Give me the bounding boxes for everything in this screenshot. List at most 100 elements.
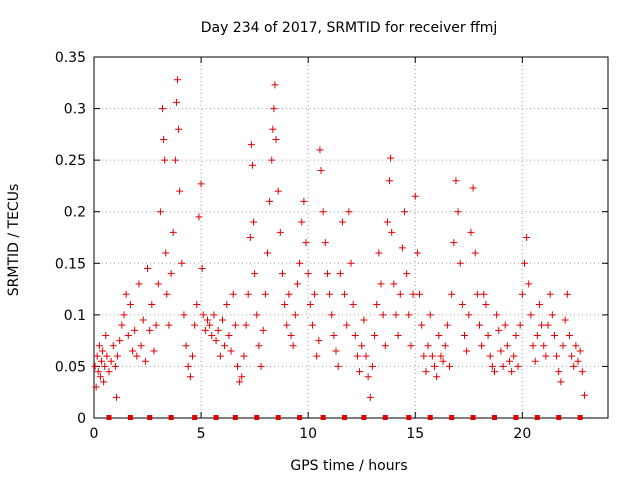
bottom-marker [127, 415, 133, 420]
bottom-marker [491, 415, 497, 420]
data-point [576, 347, 584, 355]
bottom-marker [320, 415, 326, 420]
data-point [261, 290, 269, 298]
data-point [510, 352, 518, 360]
data-point [563, 290, 571, 298]
data-point [390, 280, 398, 288]
data-point [568, 352, 576, 360]
data-point [448, 290, 456, 298]
data-point [351, 331, 359, 339]
data-point [392, 311, 400, 319]
data-point [326, 290, 334, 298]
data-point [398, 244, 406, 252]
x-tick-label: 10 [299, 426, 317, 442]
x-tick-label: 20 [513, 426, 531, 442]
data-point [271, 81, 279, 89]
data-point [321, 239, 329, 247]
data-point [175, 125, 183, 133]
data-point [535, 301, 543, 309]
bottom-marker [232, 415, 238, 420]
data-point [490, 368, 498, 376]
data-point [266, 197, 274, 205]
data-point [281, 301, 289, 309]
data-point [358, 342, 366, 350]
bottom-marker [106, 415, 112, 420]
data-point [311, 290, 319, 298]
data-point [353, 352, 361, 360]
data-point [114, 352, 122, 360]
y-tick-label: 0.35 [55, 50, 86, 66]
data-point [269, 125, 277, 133]
data-point [255, 342, 263, 350]
data-point [107, 357, 115, 365]
data-point [285, 290, 293, 298]
data-point [137, 342, 145, 350]
data-point [341, 290, 349, 298]
data-point [345, 208, 353, 216]
data-point [167, 270, 175, 278]
data-point [407, 342, 415, 350]
data-point [531, 357, 539, 365]
data-point [296, 259, 304, 267]
data-point [465, 311, 473, 319]
data-point [105, 368, 113, 376]
data-point [283, 321, 291, 329]
data-point [439, 357, 447, 365]
data-point [289, 342, 297, 350]
data-point [259, 326, 267, 334]
data-point [160, 136, 168, 144]
data-point [371, 331, 379, 339]
data-point [428, 352, 436, 360]
data-point [334, 362, 342, 370]
data-point [441, 342, 449, 350]
data-point [572, 342, 580, 350]
data-point [452, 177, 460, 185]
data-point [169, 228, 177, 236]
data-point [122, 290, 130, 298]
data-point [223, 301, 231, 309]
data-point [278, 270, 286, 278]
data-point [315, 337, 323, 345]
data-point [182, 342, 190, 350]
bottom-marker [556, 415, 562, 420]
data-point [102, 331, 110, 339]
data-point [381, 342, 389, 350]
data-point [458, 301, 466, 309]
data-point [319, 208, 327, 216]
data-point [520, 259, 528, 267]
data-point [420, 352, 428, 360]
data-point [93, 352, 101, 360]
data-point [94, 368, 102, 376]
data-point [493, 311, 501, 319]
data-point [308, 321, 316, 329]
data-point [375, 249, 383, 257]
data-point [480, 290, 488, 298]
data-point [497, 347, 505, 355]
data-point [443, 321, 451, 329]
data-point [236, 378, 244, 386]
data-point [373, 301, 381, 309]
data-point [191, 321, 199, 329]
data-point [473, 290, 481, 298]
data-point [133, 352, 141, 360]
data-point [178, 259, 186, 267]
data-point [461, 331, 469, 339]
data-point [201, 326, 209, 334]
bottom-marker [168, 415, 174, 420]
data-point [360, 316, 368, 324]
data-point [95, 342, 103, 350]
data-point [328, 311, 336, 319]
data-point [306, 301, 314, 309]
bottom-marker [577, 415, 583, 420]
y-tick-label: 0.05 [55, 359, 86, 375]
data-point [221, 342, 229, 350]
data-point [525, 280, 533, 288]
data-point [214, 326, 222, 334]
bottom-marker [147, 415, 153, 420]
x-axis-label: GPS time / hours [290, 458, 407, 474]
data-point [124, 331, 132, 339]
data-point [199, 311, 207, 319]
data-point [244, 290, 252, 298]
data-point [287, 331, 295, 339]
